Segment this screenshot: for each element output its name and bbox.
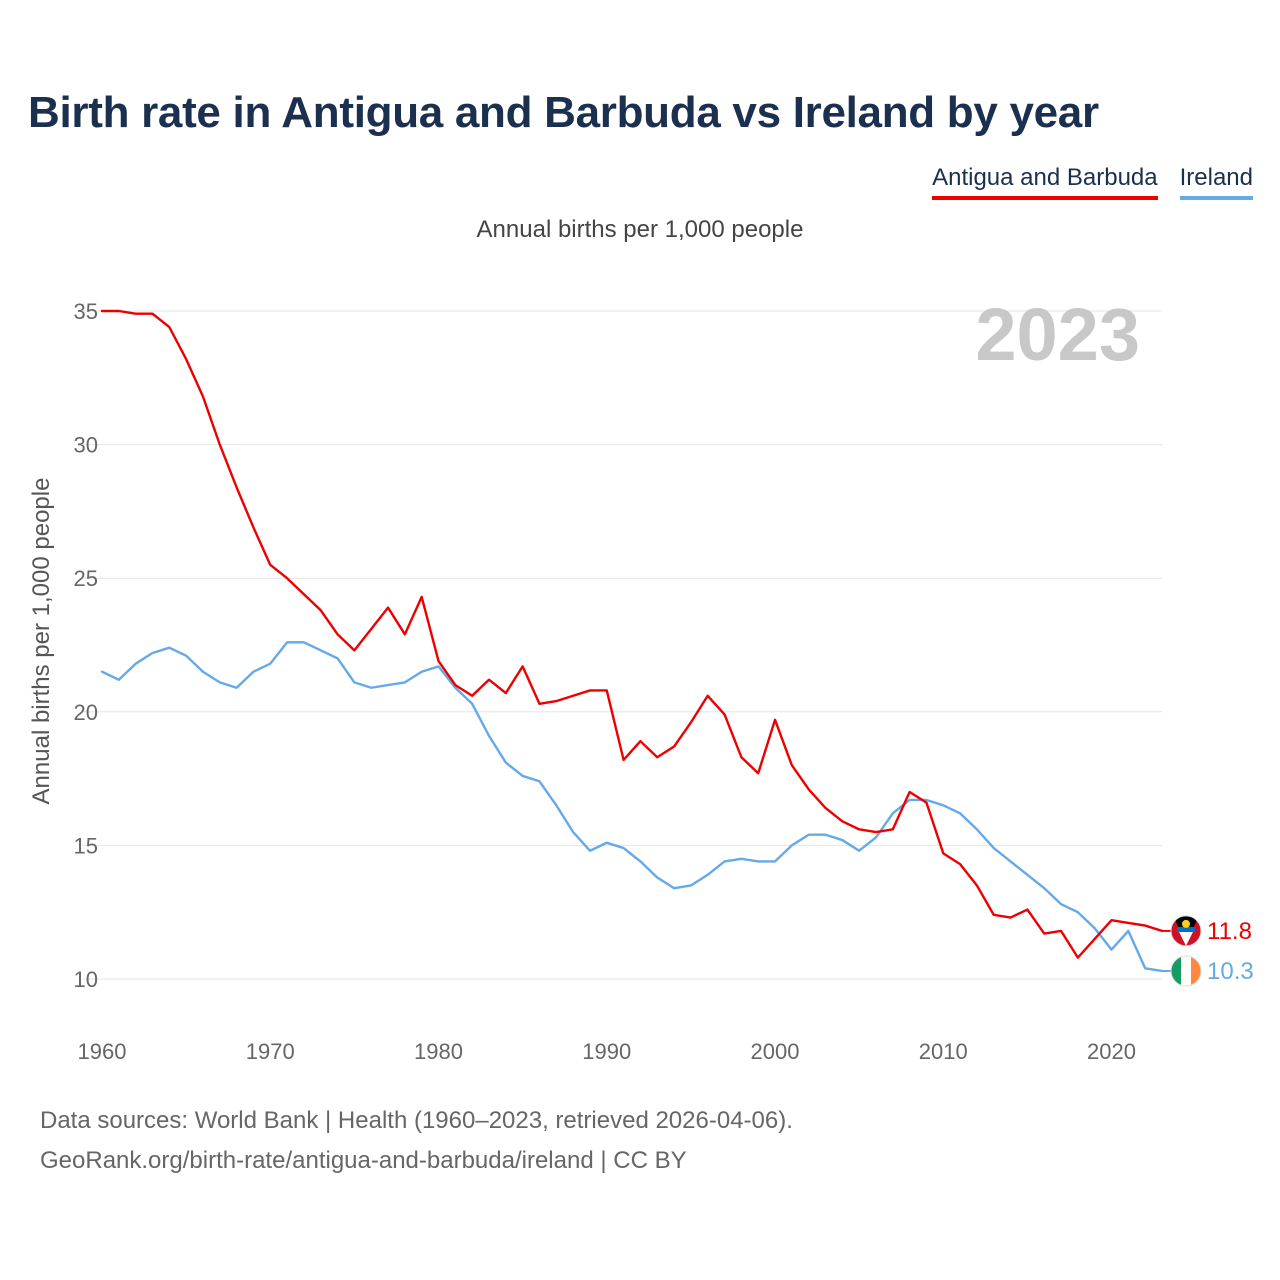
y-tick-label-10: 10 [74,967,98,992]
x-tick-label-2020: 2020 [1087,1039,1136,1064]
series-line-antigua-and-barbuda [100,309,1164,959]
y-tick-label-35: 35 [74,299,98,324]
legend-item-antigua-and-barbuda[interactable]: Antigua and Barbuda [932,164,1158,200]
antigua-and-barbuda-flag-icon [1171,915,1201,946]
end-value-label-ireland: 10.3 [1207,958,1254,985]
antigua-flag-ring [1170,915,1202,947]
legend: Antigua and Barbuda Ireland [932,164,1253,200]
end-value-label-antigua: 11.8 [1207,918,1252,945]
x-tick-label-1990: 1990 [582,1039,631,1064]
y-tick-label-20: 20 [74,700,98,725]
ireland-flag-icon [1171,955,1201,986]
y-tick-label-15: 15 [74,833,98,858]
x-tick-label-2000: 2000 [751,1039,800,1064]
footer-url[interactable]: GeoRank.org/birth-rate/antigua-and-barbu… [40,1147,687,1174]
chart-subtitle: Annual births per 1,000 people [476,216,804,243]
legend-item-ireland[interactable]: Ireland [1179,164,1253,200]
footer-sources: Data sources: World Bank | Health (1960–… [40,1107,793,1134]
year-overlay: 2023 [975,293,1140,376]
y-tick-label-25: 25 [74,566,98,591]
line-chart: 10 15 20 25 30 35 1960 1970 1980 1990 2000 2010 2020… [74,293,1254,1064]
x-tick-label-1980: 1980 [414,1039,463,1064]
series-line-ireland [100,641,1164,973]
y-tick-label-30: 30 [74,433,98,458]
chart-title: Birth rate in Antigua and Barbuda vs Ire… [28,88,1099,137]
ireland-flag-ring [1170,955,1202,987]
x-tick-label-1970: 1970 [246,1039,295,1064]
x-tick-label-2010: 2010 [919,1039,968,1064]
x-tick-label-1960: 1960 [78,1039,127,1064]
